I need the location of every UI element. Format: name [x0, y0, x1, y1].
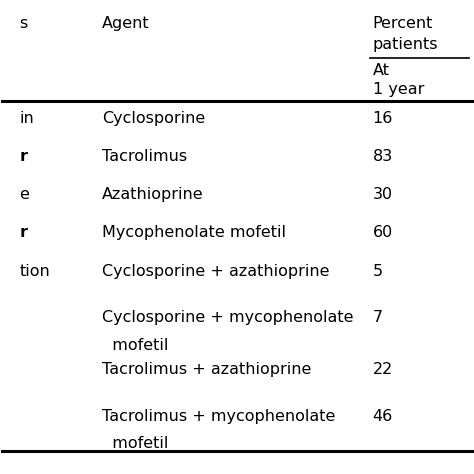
Text: mofetil: mofetil — [102, 338, 169, 353]
Text: 7: 7 — [373, 310, 383, 325]
Text: 60: 60 — [373, 226, 393, 240]
Text: Mycophenolate mofetil: Mycophenolate mofetil — [102, 226, 286, 240]
Text: Cyclosporine + mycophenolate: Cyclosporine + mycophenolate — [102, 310, 354, 325]
Text: mofetil: mofetil — [102, 437, 169, 452]
Text: 16: 16 — [373, 111, 393, 126]
Text: Tacrolimus: Tacrolimus — [102, 149, 187, 164]
Text: 5: 5 — [373, 264, 383, 279]
Text: r: r — [19, 226, 27, 240]
Text: Agent: Agent — [102, 17, 150, 31]
Text: Tacrolimus + mycophenolate: Tacrolimus + mycophenolate — [102, 409, 336, 424]
Text: r: r — [19, 149, 27, 164]
Text: patients: patients — [373, 37, 438, 52]
Text: tion: tion — [19, 264, 50, 279]
Text: 83: 83 — [373, 149, 393, 164]
Text: At: At — [373, 63, 390, 78]
Text: in: in — [19, 111, 34, 126]
Text: Cyclosporine: Cyclosporine — [102, 111, 205, 126]
Text: 30: 30 — [373, 187, 392, 202]
Text: 46: 46 — [373, 409, 393, 424]
Text: 22: 22 — [373, 362, 393, 377]
Text: Azathioprine: Azathioprine — [102, 187, 204, 202]
Text: Percent: Percent — [373, 17, 433, 31]
Text: Cyclosporine + azathioprine: Cyclosporine + azathioprine — [102, 264, 330, 279]
Text: 1 year: 1 year — [373, 82, 424, 97]
Text: Tacrolimus + azathioprine: Tacrolimus + azathioprine — [102, 362, 311, 377]
Text: e: e — [19, 187, 29, 202]
Text: s: s — [19, 17, 27, 31]
